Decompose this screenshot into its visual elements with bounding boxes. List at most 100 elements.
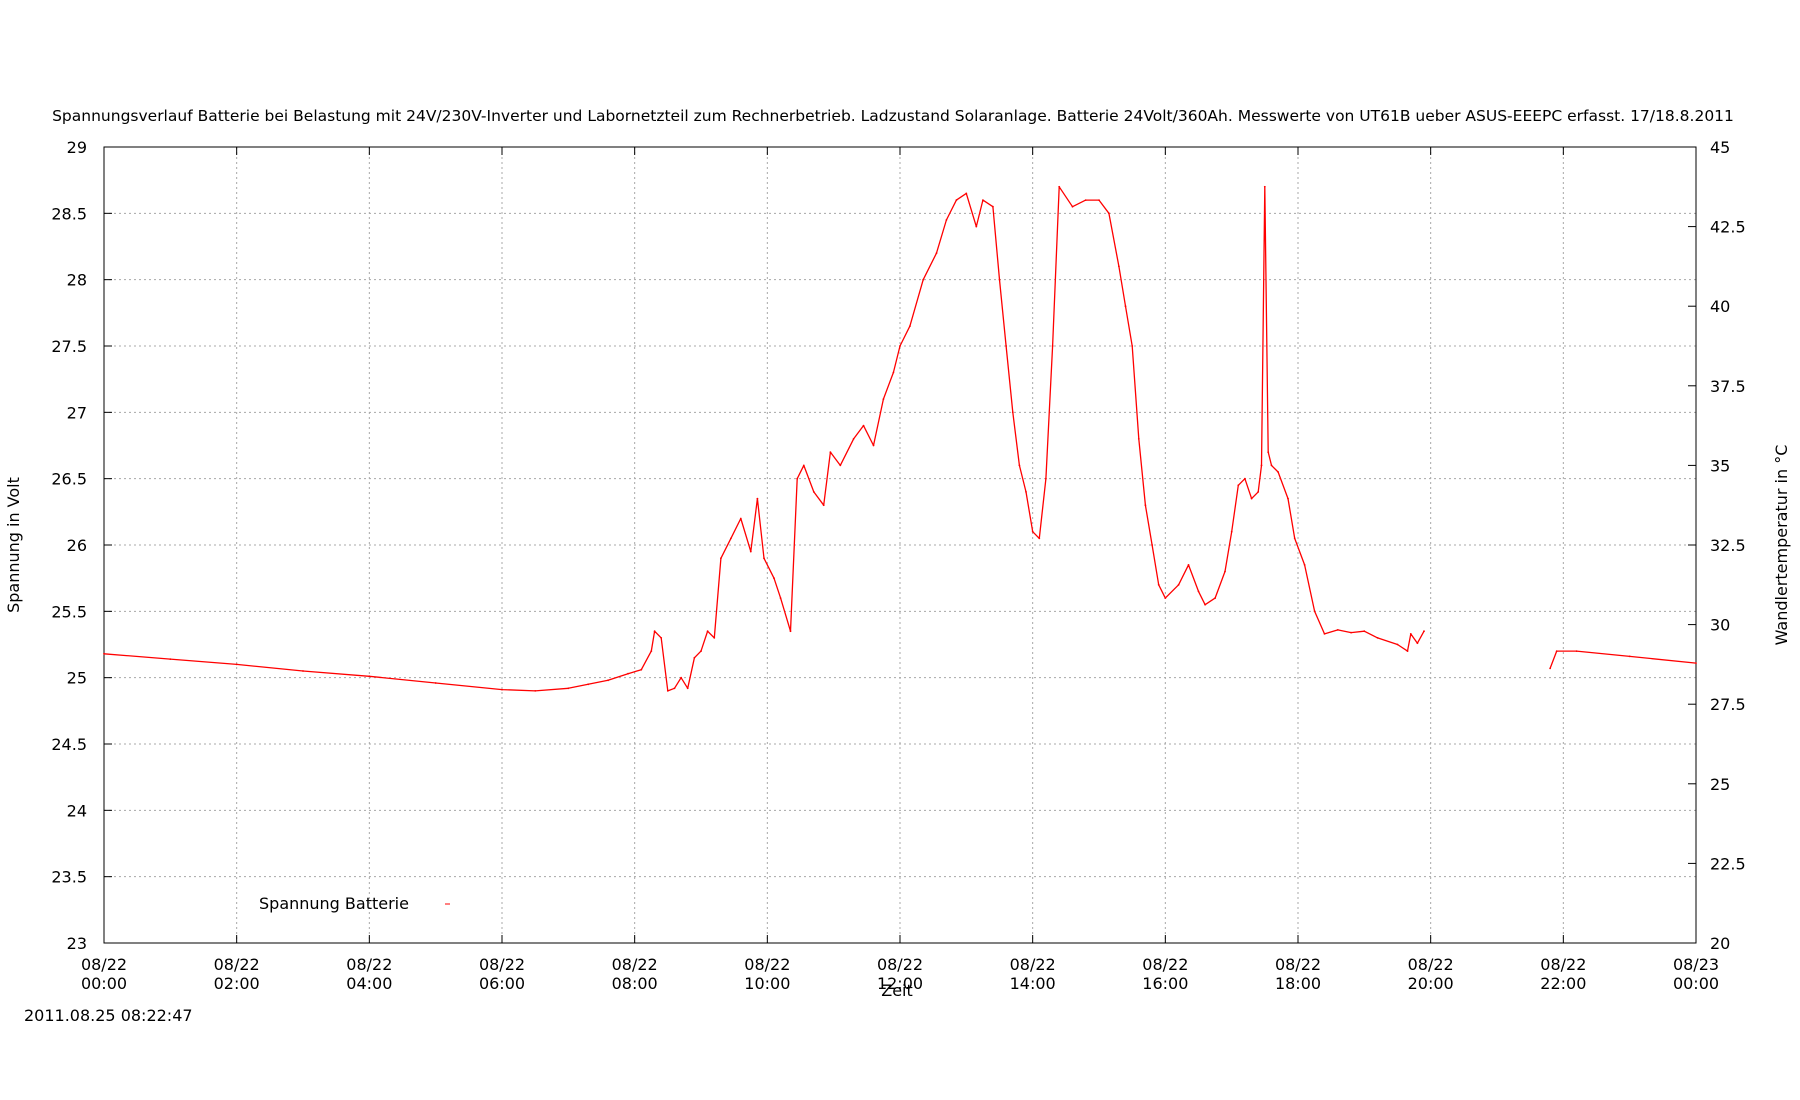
y-tick-label: 24 xyxy=(67,801,87,820)
y2-tick-label: 25 xyxy=(1710,775,1730,794)
data-point xyxy=(660,637,663,639)
data-point xyxy=(666,690,669,692)
data-point xyxy=(434,682,437,684)
y-tick-label: 24.5 xyxy=(51,735,87,754)
data-point xyxy=(1214,597,1216,599)
data-point xyxy=(706,630,709,633)
data-point xyxy=(802,464,805,467)
data-point xyxy=(1257,491,1260,493)
y-axis-ticks: 23 23.5 24 24.5 25 25.5 26 26.5 27 27.5 28 28.5 29 xyxy=(51,138,112,953)
data-point xyxy=(909,325,911,327)
data-point xyxy=(1144,504,1147,507)
data-point xyxy=(982,199,984,202)
data-point xyxy=(975,225,978,228)
y2-tick-label: 20 xyxy=(1710,934,1730,953)
data-point xyxy=(1098,199,1100,202)
data-point xyxy=(673,687,676,690)
data-point xyxy=(627,672,629,675)
data-point xyxy=(779,597,782,599)
y2-tick-label: 32.5 xyxy=(1710,536,1746,555)
legend-label: Spannung Batterie xyxy=(259,894,409,913)
x-tick-label-time: 04:00 xyxy=(346,974,392,993)
x-tick-label-date: 08/22 xyxy=(479,955,525,974)
data-point xyxy=(1224,570,1226,573)
y-tick-label: 29 xyxy=(67,138,87,157)
y-tick-label: 23.5 xyxy=(51,868,87,887)
data-point xyxy=(1409,633,1412,635)
data-point xyxy=(653,630,656,633)
data-point xyxy=(1323,633,1326,635)
data-point xyxy=(368,675,371,678)
data-point xyxy=(955,199,958,202)
data-point xyxy=(1406,650,1409,652)
data-point xyxy=(1376,637,1379,639)
x-tick-label-date: 08/22 xyxy=(214,955,260,974)
y-tick-label: 25 xyxy=(67,669,87,688)
data-point xyxy=(1628,655,1631,658)
data-point xyxy=(872,444,875,447)
x-tick-label-time: 14:00 xyxy=(1010,974,1056,993)
x-tick-label-date: 08/22 xyxy=(877,955,923,974)
data-point xyxy=(992,205,994,208)
data-point xyxy=(730,537,732,540)
data-point xyxy=(739,517,742,520)
x-tick-label-date: 08/22 xyxy=(1010,955,1056,974)
data-point xyxy=(922,278,925,281)
x-tick-label-time: 18:00 xyxy=(1275,974,1321,993)
data-point xyxy=(1293,537,1296,540)
y-tick-label: 23 xyxy=(67,934,87,953)
y-tick-label: 27.5 xyxy=(51,337,87,356)
data-point xyxy=(1084,199,1087,202)
data-point xyxy=(534,690,537,692)
data-point xyxy=(935,252,938,255)
data-point xyxy=(169,658,172,660)
x-tick-label-date: 08/22 xyxy=(612,955,658,974)
data-point xyxy=(1230,530,1233,533)
data-point xyxy=(1277,471,1279,473)
x-tick-label-date: 08/22 xyxy=(81,955,127,974)
data-point xyxy=(1287,497,1289,500)
data-point xyxy=(686,687,689,690)
y2-tick-label: 22.5 xyxy=(1710,854,1746,873)
x-tick-label-time: 00:00 xyxy=(81,974,127,993)
y2-tick-label: 37.5 xyxy=(1710,377,1746,396)
x-tick-label-time: 20:00 xyxy=(1408,974,1454,993)
data-point xyxy=(720,557,722,560)
data-point xyxy=(796,477,799,480)
data-point xyxy=(693,656,696,659)
data-point xyxy=(822,504,825,507)
data-point xyxy=(892,371,895,374)
data-point xyxy=(567,687,570,690)
y2-axis-ticks: 20 22.5 25 27.5 30 32.5 35 37.5 40 42.5 45 xyxy=(1688,138,1746,953)
y-axis-label: Spannung in Volt xyxy=(4,477,23,613)
x-tick-label-date: 08/22 xyxy=(346,955,392,974)
data-point xyxy=(1336,629,1339,631)
data-point xyxy=(1549,667,1551,670)
y-tick-label: 26.5 xyxy=(51,470,87,489)
data-point xyxy=(1396,643,1399,646)
x-tick-label-time: 08:00 xyxy=(612,974,658,993)
data-point xyxy=(1031,530,1034,533)
data-point xyxy=(1177,583,1180,586)
x-tick-label-time: 02:00 xyxy=(214,974,260,993)
data-point xyxy=(1423,630,1425,633)
data-point xyxy=(1204,603,1206,606)
x-tick-label-date: 08/23 xyxy=(1673,955,1719,974)
x-axis-ticks: 08/2200:0008/2202:0008/2204:0008/2206:00… xyxy=(81,147,1719,993)
x-tick-label-time: 12:00 xyxy=(877,974,923,993)
data-point xyxy=(587,683,590,686)
series-line-spannung-batterie xyxy=(103,186,1425,692)
data-point xyxy=(1025,491,1027,493)
data-point xyxy=(756,497,759,500)
data-point xyxy=(1416,642,1419,645)
y2-tick-label: 27.5 xyxy=(1710,695,1746,714)
y2-tick-label: 30 xyxy=(1710,616,1730,635)
y2-axis-label: Wandlertemperatur in °C xyxy=(1772,445,1791,646)
data-point xyxy=(1244,477,1246,480)
data-point xyxy=(749,550,752,553)
data-point xyxy=(650,650,653,652)
plot-frame xyxy=(103,146,1697,944)
y2-tick-label: 45 xyxy=(1710,138,1730,157)
data-point xyxy=(1071,205,1074,208)
data-point xyxy=(640,668,643,671)
